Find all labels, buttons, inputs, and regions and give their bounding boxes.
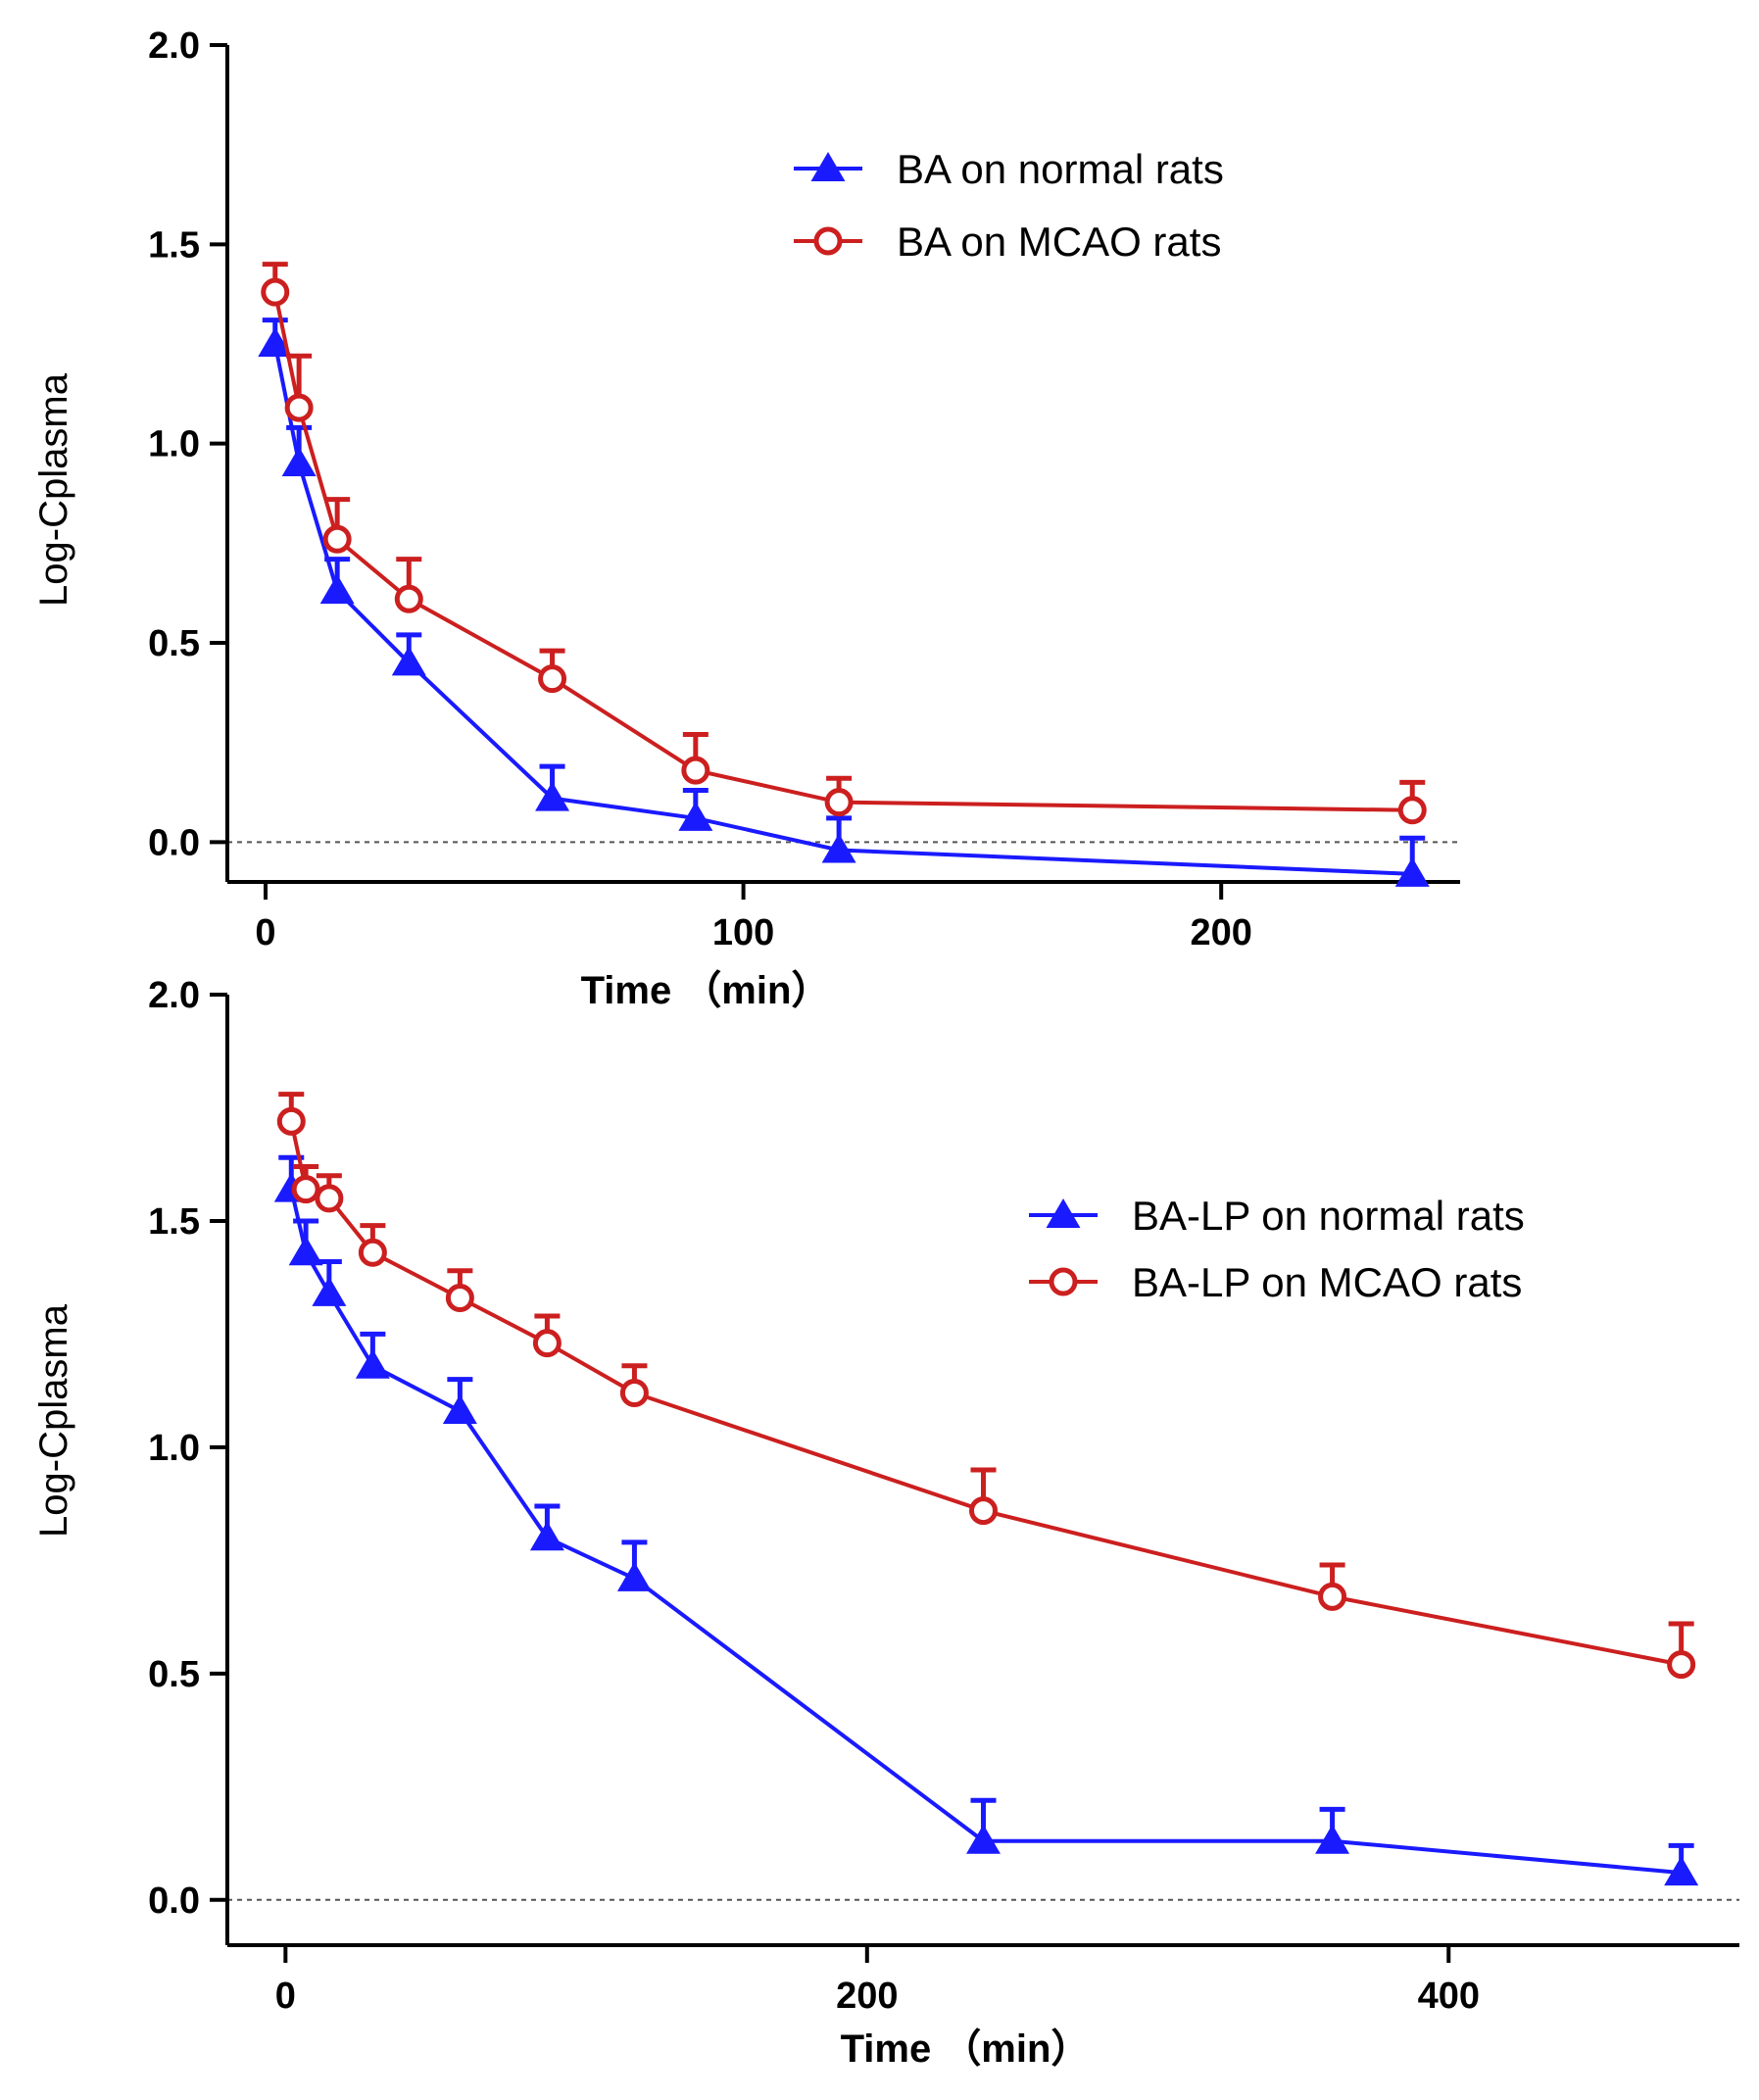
- data-point: [535, 1332, 559, 1355]
- data-point: [684, 758, 708, 782]
- data-point: [448, 1286, 471, 1309]
- data-point: [279, 1109, 303, 1133]
- x-axis-title: Time （min）: [841, 2027, 1091, 2071]
- data-point: [358, 1351, 389, 1378]
- legend-marker: [816, 229, 840, 253]
- data-point: [283, 449, 315, 475]
- series-layer: [260, 265, 1428, 886]
- data-point: [321, 576, 353, 603]
- data-point: [294, 1178, 318, 1201]
- data-point: [397, 587, 420, 610]
- legend-label: BA on normal rats: [897, 146, 1224, 192]
- data-point: [445, 1396, 476, 1423]
- legend-entry-normal: BA on normal rats: [794, 146, 1224, 192]
- y-tick-label: 0.5: [148, 1654, 200, 1695]
- legend-label: BA-LP on MCAO rats: [1132, 1259, 1522, 1305]
- data-point: [1400, 799, 1424, 822]
- y-tick-label: 1.0: [148, 424, 200, 465]
- chart-ba-lp: 0.0 0.5 1.0 1.5 2.0 0 200 400 BA-LP on normal r…: [32, 975, 1739, 2071]
- y-tick-label: 1.5: [148, 1201, 200, 1243]
- legend-entry-mcao: BA on MCAO rats: [794, 219, 1221, 265]
- x-tick-label: 200: [1190, 912, 1251, 953]
- data-point: [532, 1523, 563, 1549]
- axes: 0.0 0.5 1.0 1.5 2.0 0 100 200: [148, 25, 1460, 953]
- data-point: [318, 1187, 341, 1210]
- y-tick-label: 0.0: [148, 1880, 200, 1922]
- series-line: [275, 292, 1412, 810]
- y-tick-label: 1.5: [148, 224, 200, 266]
- data-point: [314, 1279, 345, 1305]
- data-point: [619, 1564, 651, 1590]
- data-point: [290, 1238, 321, 1264]
- x-axis-title: Time （min）: [581, 969, 831, 1012]
- x-tick-label: 100: [712, 912, 774, 953]
- series-mcao: [278, 1095, 1693, 1677]
- y-tick-label: 2.0: [148, 975, 200, 1016]
- y-axis-title: Log-Cplasma: [32, 372, 75, 607]
- y-tick-label: 1.0: [148, 1428, 200, 1469]
- data-point: [541, 667, 564, 691]
- data-point: [622, 1381, 646, 1404]
- legend-label: BA-LP on normal rats: [1132, 1193, 1525, 1239]
- x-tick-label: 400: [1418, 1976, 1480, 2017]
- legend: BA on normal rats BA on MCAO rats: [794, 146, 1224, 265]
- data-point: [972, 1499, 996, 1523]
- series-mcao: [263, 265, 1425, 822]
- legend-marker: [1051, 1270, 1075, 1294]
- y-tick-label: 0.0: [148, 822, 200, 863]
- y-tick-label: 2.0: [148, 25, 200, 67]
- legend-label: BA on MCAO rats: [897, 219, 1221, 265]
- legend-entry-normal: BA-LP on normal rats: [1029, 1193, 1525, 1239]
- data-point: [1321, 1585, 1344, 1608]
- data-point: [1670, 1653, 1693, 1677]
- y-tick-label: 0.5: [148, 623, 200, 664]
- legend: BA-LP on normal rats BA-LP on MCAO rats: [1029, 1193, 1525, 1305]
- x-tick-label: 0: [255, 912, 275, 953]
- data-point: [287, 396, 311, 419]
- legend-entry-mcao: BA-LP on MCAO rats: [1029, 1259, 1522, 1305]
- data-point: [827, 791, 851, 814]
- data-point: [361, 1241, 384, 1264]
- data-point: [264, 280, 287, 304]
- x-tick-label: 0: [275, 1976, 296, 2017]
- x-tick-label: 200: [836, 1976, 898, 2017]
- y-axis-title: Log-Cplasma: [32, 1303, 75, 1538]
- chart-ba: 0.0 0.5 1.0 1.5 2.0 0 100 200 BA on normal rats…: [32, 25, 1460, 1012]
- data-point: [325, 527, 349, 551]
